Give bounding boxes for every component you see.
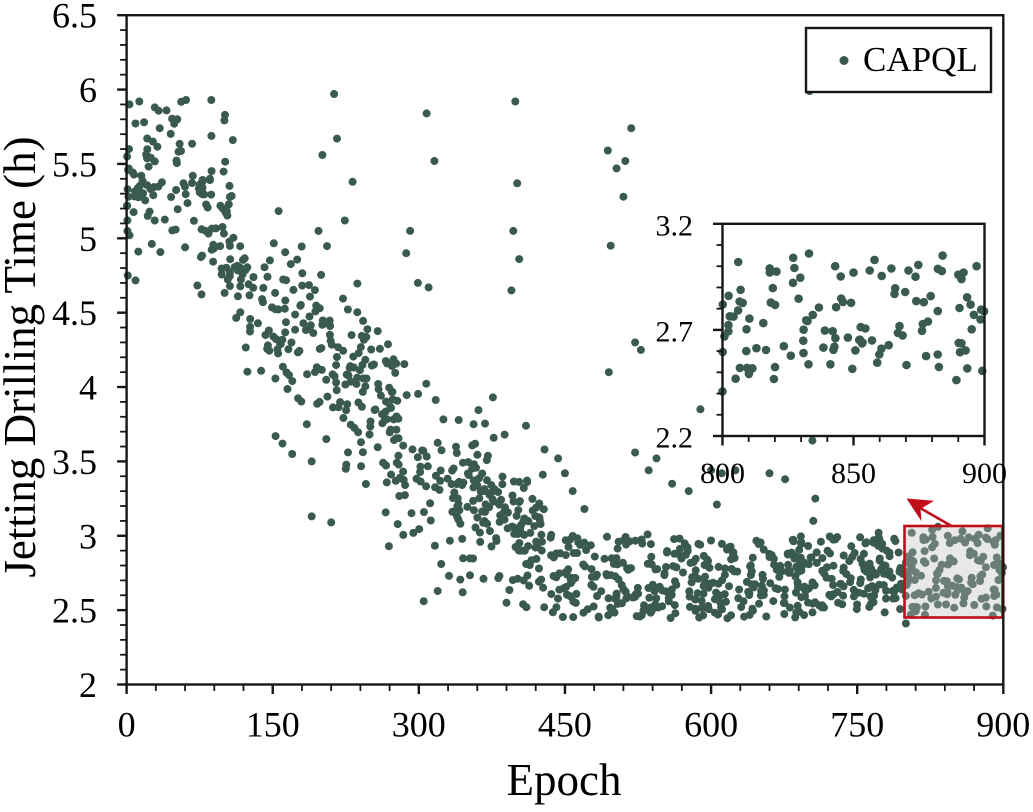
svg-text:5.5: 5.5 [52,144,97,184]
svg-text:6.5: 6.5 [52,0,97,36]
svg-text:2.7: 2.7 [656,315,694,348]
svg-text:300: 300 [392,705,446,745]
svg-text:750: 750 [830,705,884,745]
svg-text:Jetting Drilling Time (h): Jetting Drilling Time (h) [0,136,45,577]
svg-text:Epoch: Epoch [507,755,622,805]
svg-text:2.5: 2.5 [52,591,97,631]
svg-text:3: 3 [79,516,97,556]
svg-text:450: 450 [538,705,592,745]
svg-text:6: 6 [79,70,97,110]
svg-text:2: 2 [79,665,97,705]
svg-text:900: 900 [962,457,1007,490]
svg-text:0: 0 [118,705,136,745]
svg-text:4.5: 4.5 [52,293,97,333]
svg-text:3.2: 3.2 [656,209,694,242]
svg-text:600: 600 [684,705,738,745]
svg-text:5: 5 [79,219,97,259]
svg-text:3.5: 3.5 [52,442,97,482]
svg-text:850: 850 [831,457,876,490]
svg-text:150: 150 [246,705,300,745]
svg-text:900: 900 [976,705,1030,745]
svg-text:CAPQL: CAPQL [863,40,978,79]
svg-text:2.2: 2.2 [656,422,694,455]
svg-text:800: 800 [700,457,745,490]
svg-text:4: 4 [79,368,97,408]
